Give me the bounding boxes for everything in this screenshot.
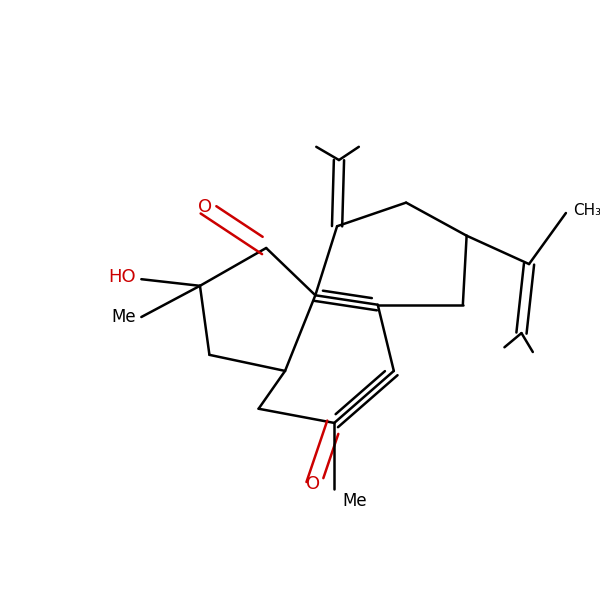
Text: Me: Me (111, 308, 136, 326)
Text: O: O (307, 475, 320, 493)
Text: O: O (197, 199, 212, 217)
Text: HO: HO (108, 268, 136, 286)
Text: Me: Me (343, 492, 367, 510)
Text: CH₃: CH₃ (573, 203, 600, 218)
